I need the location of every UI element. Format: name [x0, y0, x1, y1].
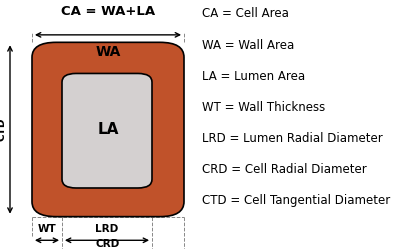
Text: CTD = Cell Tangential Diameter: CTD = Cell Tangential Diameter [202, 194, 390, 207]
Text: WA: WA [95, 45, 121, 59]
Text: LRD: LRD [95, 224, 119, 234]
Text: WT: WT [38, 224, 56, 234]
Text: CRD: CRD [96, 239, 120, 249]
Text: CTD: CTD [0, 118, 6, 141]
Text: WA = Wall Area: WA = Wall Area [202, 39, 294, 52]
FancyBboxPatch shape [32, 42, 184, 217]
FancyBboxPatch shape [62, 73, 152, 188]
Text: LRD = Lumen Radial Diameter: LRD = Lumen Radial Diameter [202, 132, 383, 145]
Text: CRD = Cell Radial Diameter: CRD = Cell Radial Diameter [202, 163, 367, 176]
Text: WT = Wall Thickness: WT = Wall Thickness [202, 101, 325, 114]
Text: LA = Lumen Area: LA = Lumen Area [202, 70, 305, 83]
Text: LA: LA [97, 122, 119, 137]
Text: CA = WA+LA: CA = WA+LA [61, 5, 155, 18]
Text: CA = Cell Area: CA = Cell Area [202, 7, 289, 20]
